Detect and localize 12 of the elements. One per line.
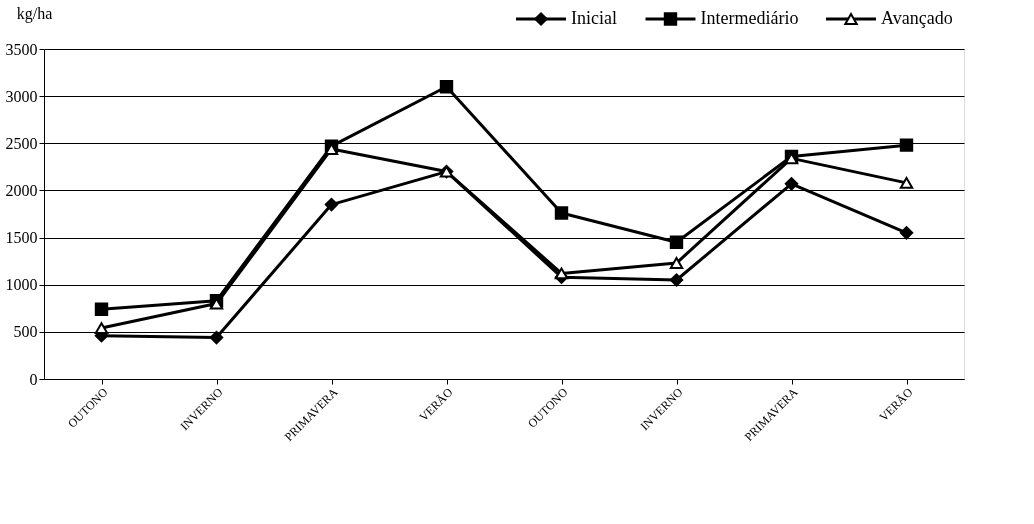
y-tick-label: 500 xyxy=(13,323,38,341)
y-tick-label: 1500 xyxy=(5,229,38,247)
y-tick-label: 0 xyxy=(29,370,38,388)
y-axis-title: kg/ha xyxy=(16,4,53,23)
legend-label: Inicial xyxy=(571,8,617,28)
legend-label: Avançado xyxy=(881,8,953,28)
legend-label: Intermediário xyxy=(700,8,799,28)
y-tick-label: 2500 xyxy=(5,134,38,152)
y-tick-label: 3500 xyxy=(5,40,38,58)
y-tick-label: 2000 xyxy=(5,181,38,199)
y-tick-label: 3000 xyxy=(5,87,38,105)
y-tick-label: 1000 xyxy=(5,276,38,294)
